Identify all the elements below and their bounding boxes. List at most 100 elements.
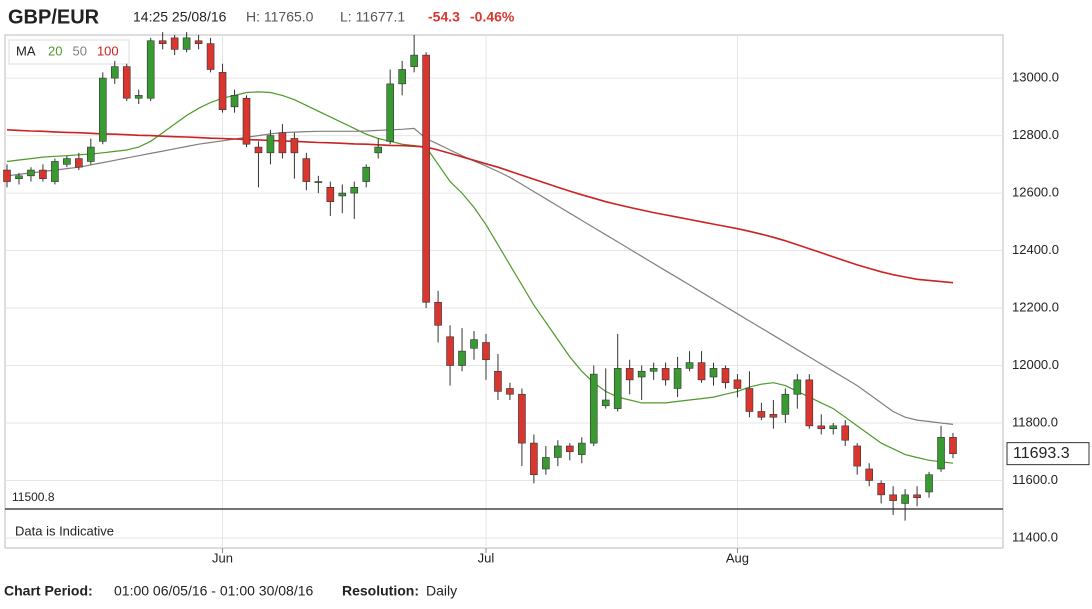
- candle-body: [218, 72, 227, 111]
- note: Data is Indicative: [15, 523, 114, 538]
- candle-body: [853, 445, 862, 467]
- candle-body: [649, 368, 658, 372]
- plot-frame: [4, 34, 1004, 549]
- candle-body: [194, 40, 203, 44]
- last-price-label: 11693.3: [1013, 445, 1070, 462]
- candle-body: [937, 437, 945, 470]
- grid: [5, 35, 1003, 548]
- candle-body: [518, 393, 526, 444]
- candle-body: [314, 181, 323, 183]
- resolution-label: Resolution:: [342, 583, 419, 599]
- legend-entry: 100: [97, 43, 119, 58]
- candle-body: [877, 483, 885, 496]
- candle-body: [673, 368, 682, 389]
- candle-body: [721, 368, 730, 384]
- candle-body: [589, 373, 598, 444]
- y-tick-label: 12800.0: [1012, 127, 1059, 142]
- legend-title: MA: [16, 43, 36, 58]
- y-tick-label: 12400.0: [1012, 242, 1059, 257]
- candle-body: [434, 301, 442, 326]
- candle-body: [75, 158, 83, 168]
- candle-body: [661, 368, 670, 381]
- candle-body: [410, 54, 418, 67]
- y-tick-label: 13000.0: [1012, 70, 1059, 85]
- y-tick-label: 12600.0: [1012, 185, 1059, 200]
- candle-body: [362, 166, 371, 182]
- candle-body: [577, 442, 586, 455]
- last-price-box: [1006, 442, 1090, 466]
- candle-body: [63, 158, 71, 165]
- y-tick-label: 12000.0: [1012, 357, 1059, 372]
- candle-body: [302, 158, 311, 182]
- candle-body: [554, 445, 562, 458]
- candle-body: [793, 379, 802, 395]
- candle-body: [889, 494, 897, 501]
- candle-body: [230, 95, 239, 108]
- candle-body: [601, 399, 610, 407]
- candle-body: [949, 437, 957, 454]
- candle-body: [39, 169, 47, 179]
- candle-body: [613, 368, 622, 409]
- candle-body: [566, 445, 574, 453]
- candle-body: [158, 40, 167, 44]
- legend-box: [8, 39, 130, 65]
- candle-body: [134, 95, 143, 99]
- candle-body: [51, 161, 59, 182]
- legend-entry: 50: [72, 43, 86, 58]
- candle-body: [482, 342, 490, 361]
- high: H: 11765.0: [246, 9, 314, 25]
- candle-body: [110, 66, 119, 79]
- resolution: Daily: [426, 583, 457, 599]
- candle-body: [733, 379, 742, 389]
- candle-body: [290, 138, 299, 154]
- x-tick-label: Jul: [478, 551, 495, 566]
- candle-body: [817, 425, 826, 430]
- candle-body: [338, 192, 347, 197]
- period: 01:00 06/05/16 - 01:00 30/08/16: [114, 583, 313, 599]
- candle-body: [901, 494, 909, 504]
- candle-body: [865, 468, 873, 481]
- candle-body: [254, 146, 263, 154]
- candle-body: [206, 43, 215, 70]
- candle-body: [87, 146, 95, 162]
- change: -54.3: [428, 9, 460, 25]
- legend-entry: 20: [48, 43, 62, 58]
- candle-body: [122, 66, 131, 99]
- candle-body: [146, 40, 155, 99]
- candle-body: [781, 393, 790, 415]
- y-tick-label: 11400.0: [1012, 529, 1058, 544]
- candle-body: [913, 494, 921, 499]
- candle-body: [170, 37, 179, 50]
- candle-body: [637, 370, 646, 378]
- candle-body: [458, 350, 466, 366]
- candle-body: [3, 169, 11, 182]
- candle-body: [27, 169, 35, 177]
- x-tick-label: Aug: [726, 551, 749, 566]
- candle-body: [925, 474, 933, 493]
- y-tick-label: 12200.0: [1012, 299, 1059, 314]
- candle-body: [841, 425, 850, 441]
- time: 14:25 25/08/16: [133, 9, 227, 25]
- candle-body: [494, 370, 502, 392]
- symbol: GBP/EUR: [8, 6, 100, 28]
- candle-body: [506, 388, 514, 395]
- candle-body: [625, 368, 634, 381]
- candle-body: [398, 69, 406, 85]
- candle-body: [266, 135, 275, 154]
- reference-label: 11500.8: [12, 490, 55, 504]
- y-tick-label: 11600.0: [1012, 472, 1058, 487]
- candle-body: [374, 146, 383, 154]
- candle-body: [530, 442, 538, 476]
- candle-body: [278, 132, 287, 154]
- candle-body: [805, 379, 814, 427]
- candle-body: [98, 77, 107, 142]
- candle-body: [757, 411, 766, 418]
- candle-body: [769, 414, 778, 418]
- candle-body: [542, 457, 550, 470]
- candle-body: [470, 339, 478, 349]
- candle-body: [242, 97, 251, 145]
- candle-body: [350, 187, 359, 194]
- candle-body: [182, 37, 191, 50]
